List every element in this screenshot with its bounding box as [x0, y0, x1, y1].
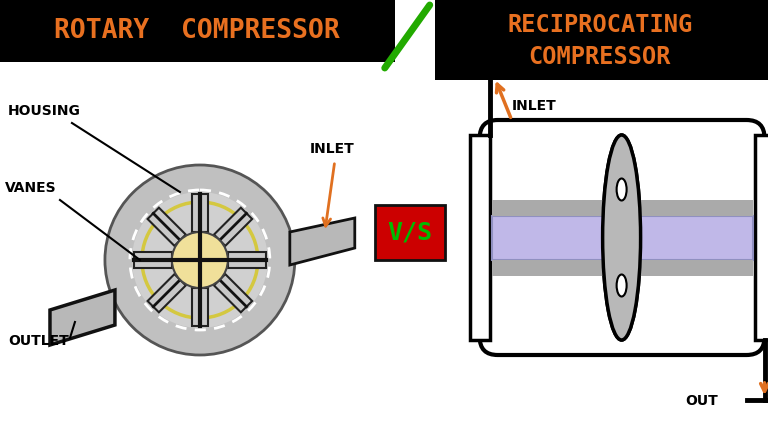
Polygon shape [290, 218, 355, 265]
Text: V/S: V/S [387, 220, 432, 244]
Circle shape [132, 192, 268, 328]
Ellipse shape [617, 275, 627, 296]
Bar [375, 205, 445, 260]
Ellipse shape [617, 178, 627, 200]
Bar [435, 0, 767, 80]
Text: VANES: VANES [5, 181, 57, 195]
Ellipse shape [617, 178, 627, 200]
Ellipse shape [603, 135, 641, 340]
Circle shape [172, 232, 228, 288]
Text: COMPRESSOR: COMPRESSOR [528, 45, 671, 69]
Circle shape [105, 165, 295, 355]
Polygon shape [214, 274, 252, 312]
Bar [492, 215, 753, 260]
Polygon shape [192, 194, 208, 232]
Polygon shape [50, 290, 115, 345]
Polygon shape [192, 288, 208, 326]
Text: HOUSING: HOUSING [8, 104, 81, 118]
Ellipse shape [603, 135, 641, 340]
Polygon shape [147, 208, 186, 246]
Bar [470, 135, 490, 340]
Polygon shape [147, 274, 186, 312]
Polygon shape [228, 252, 266, 268]
Bar [492, 260, 753, 275]
Polygon shape [214, 208, 252, 246]
Ellipse shape [617, 275, 627, 296]
Text: RECIPROCATING: RECIPROCATING [507, 13, 692, 37]
Bar [0, 0, 395, 62]
Text: INLET: INLET [511, 99, 557, 113]
Text: INLET: INLET [310, 142, 355, 156]
FancyBboxPatch shape [480, 120, 764, 355]
Text: OUTLET: OUTLET [8, 334, 69, 348]
Bar [492, 199, 753, 215]
Text: OUT: OUT [686, 394, 718, 408]
Polygon shape [134, 252, 172, 268]
Text: ROTARY  COMPRESSOR: ROTARY COMPRESSOR [54, 18, 339, 44]
Bar [754, 135, 768, 340]
